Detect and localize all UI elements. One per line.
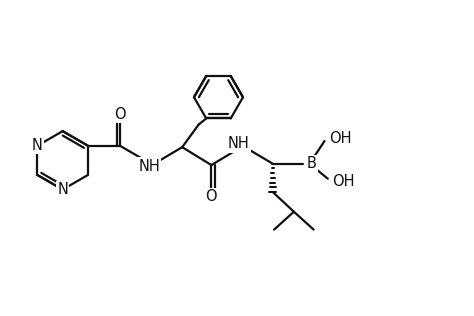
Text: NH: NH	[138, 159, 160, 173]
Text: N: N	[32, 138, 43, 153]
Text: N: N	[57, 182, 68, 197]
Text: OH: OH	[329, 131, 352, 146]
Text: OH: OH	[333, 174, 355, 189]
Text: B: B	[307, 156, 317, 171]
Text: O: O	[114, 107, 126, 122]
Text: O: O	[206, 189, 217, 204]
Text: NH: NH	[228, 137, 250, 151]
